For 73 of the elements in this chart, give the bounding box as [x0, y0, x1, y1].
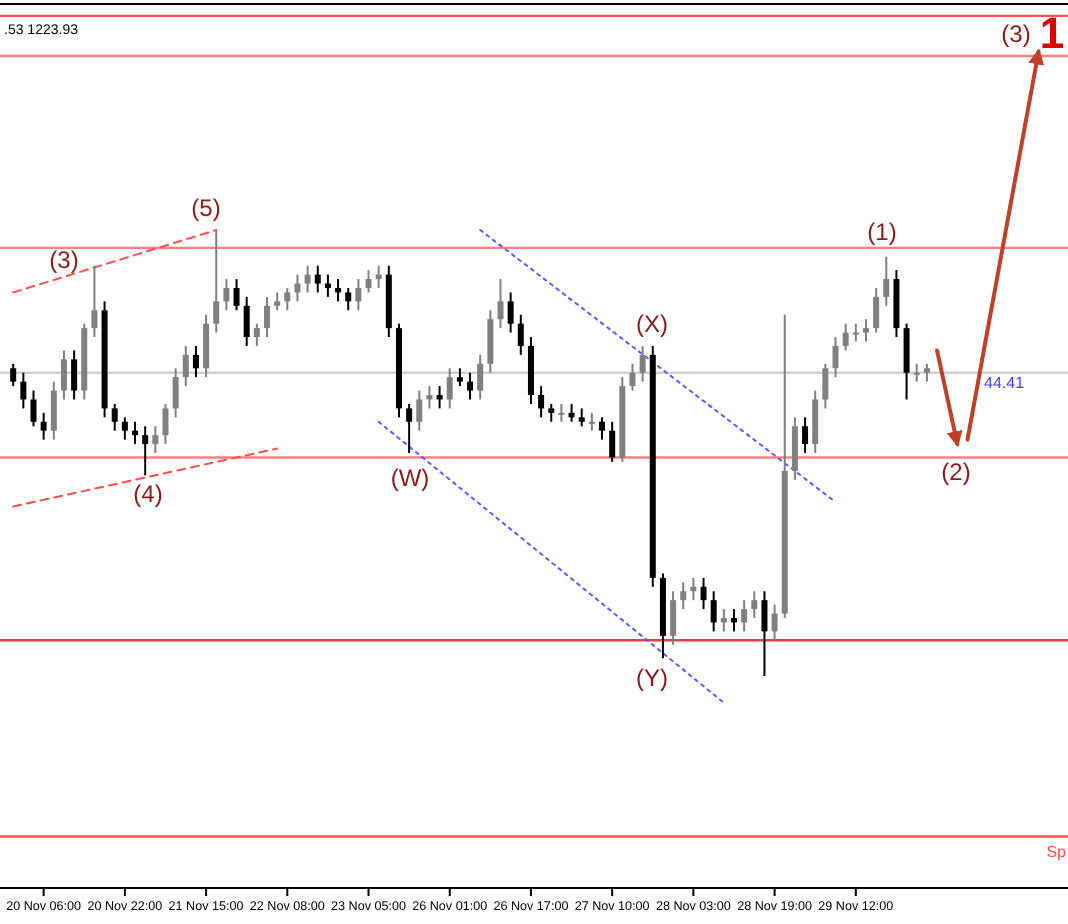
- candlestick: [91, 264, 98, 339]
- candlestick: [883, 255, 890, 307]
- candlestick: [751, 590, 758, 620]
- annotation: (Y): [636, 664, 668, 693]
- candlestick: [467, 371, 474, 401]
- candlestick: [680, 581, 687, 611]
- candlestick: [791, 416, 798, 481]
- candlestick: [497, 278, 504, 330]
- annotation: (X): [636, 310, 668, 339]
- candlestick: [639, 344, 646, 383]
- candlestick: [507, 291, 514, 334]
- candlestick: [771, 603, 778, 642]
- candlestick: [10, 362, 17, 388]
- text: (5): [191, 194, 221, 223]
- candlestick: [182, 344, 189, 388]
- candlestick: [243, 295, 250, 347]
- candlestick: [670, 590, 677, 646]
- candlestick: [172, 367, 179, 419]
- candlestick: [365, 269, 372, 294]
- candlestick: [517, 313, 524, 356]
- candlestick: [345, 286, 352, 312]
- candlestick: [822, 362, 829, 410]
- candlestick: [111, 402, 118, 432]
- candlestick: [71, 349, 78, 401]
- candlestick: [416, 389, 423, 432]
- annotation: (1): [867, 218, 897, 247]
- candlestick: [629, 362, 636, 392]
- candlestick: [832, 336, 839, 379]
- candlestick: [233, 278, 240, 312]
- candlestick: [599, 416, 606, 441]
- candlestick: [60, 349, 67, 401]
- candlestick: [213, 229, 220, 334]
- candlestick: [192, 344, 199, 379]
- annotation: (3): [49, 246, 79, 275]
- candlestick: [142, 425, 149, 477]
- candlestick: [700, 576, 707, 611]
- candlestick: [609, 420, 616, 463]
- candlestick: [314, 264, 321, 294]
- candlestick: [264, 295, 270, 339]
- candlestick: [812, 389, 819, 454]
- candlestick: [284, 286, 291, 312]
- candlestick: [741, 599, 748, 633]
- candlestick: [223, 278, 230, 312]
- candlestick: [903, 322, 910, 401]
- candlestick: [355, 278, 362, 312]
- text: 1: [1039, 7, 1065, 58]
- candlestick: [487, 309, 494, 374]
- candlestick: [406, 402, 413, 454]
- candlestick: [710, 590, 717, 633]
- candlestick: [538, 385, 545, 419]
- candlestick: [802, 416, 809, 454]
- candlestick: [446, 367, 453, 410]
- candlestick: [30, 389, 37, 428]
- candlestick: [304, 264, 311, 294]
- candlestick: [20, 371, 27, 410]
- annotation: (2): [941, 458, 971, 487]
- candlestick: [121, 416, 128, 441]
- annotation: 44.41: [984, 374, 1026, 393]
- candlestick: [40, 411, 47, 441]
- text: (3): [1001, 20, 1031, 49]
- annotation: (W): [390, 464, 430, 493]
- ref-line-label: Sp: [1046, 842, 1068, 861]
- candlestick: [152, 425, 159, 454]
- candlestick: [253, 322, 260, 347]
- candlestick: [761, 590, 768, 677]
- candlestick: [162, 402, 169, 446]
- candlestick: [873, 286, 880, 334]
- candlestick: [477, 353, 484, 401]
- candlestick: [50, 380, 57, 441]
- annotation: (4): [133, 480, 163, 509]
- candlestick: [862, 318, 869, 343]
- candlestick: [203, 313, 210, 379]
- candlestick: [842, 322, 849, 352]
